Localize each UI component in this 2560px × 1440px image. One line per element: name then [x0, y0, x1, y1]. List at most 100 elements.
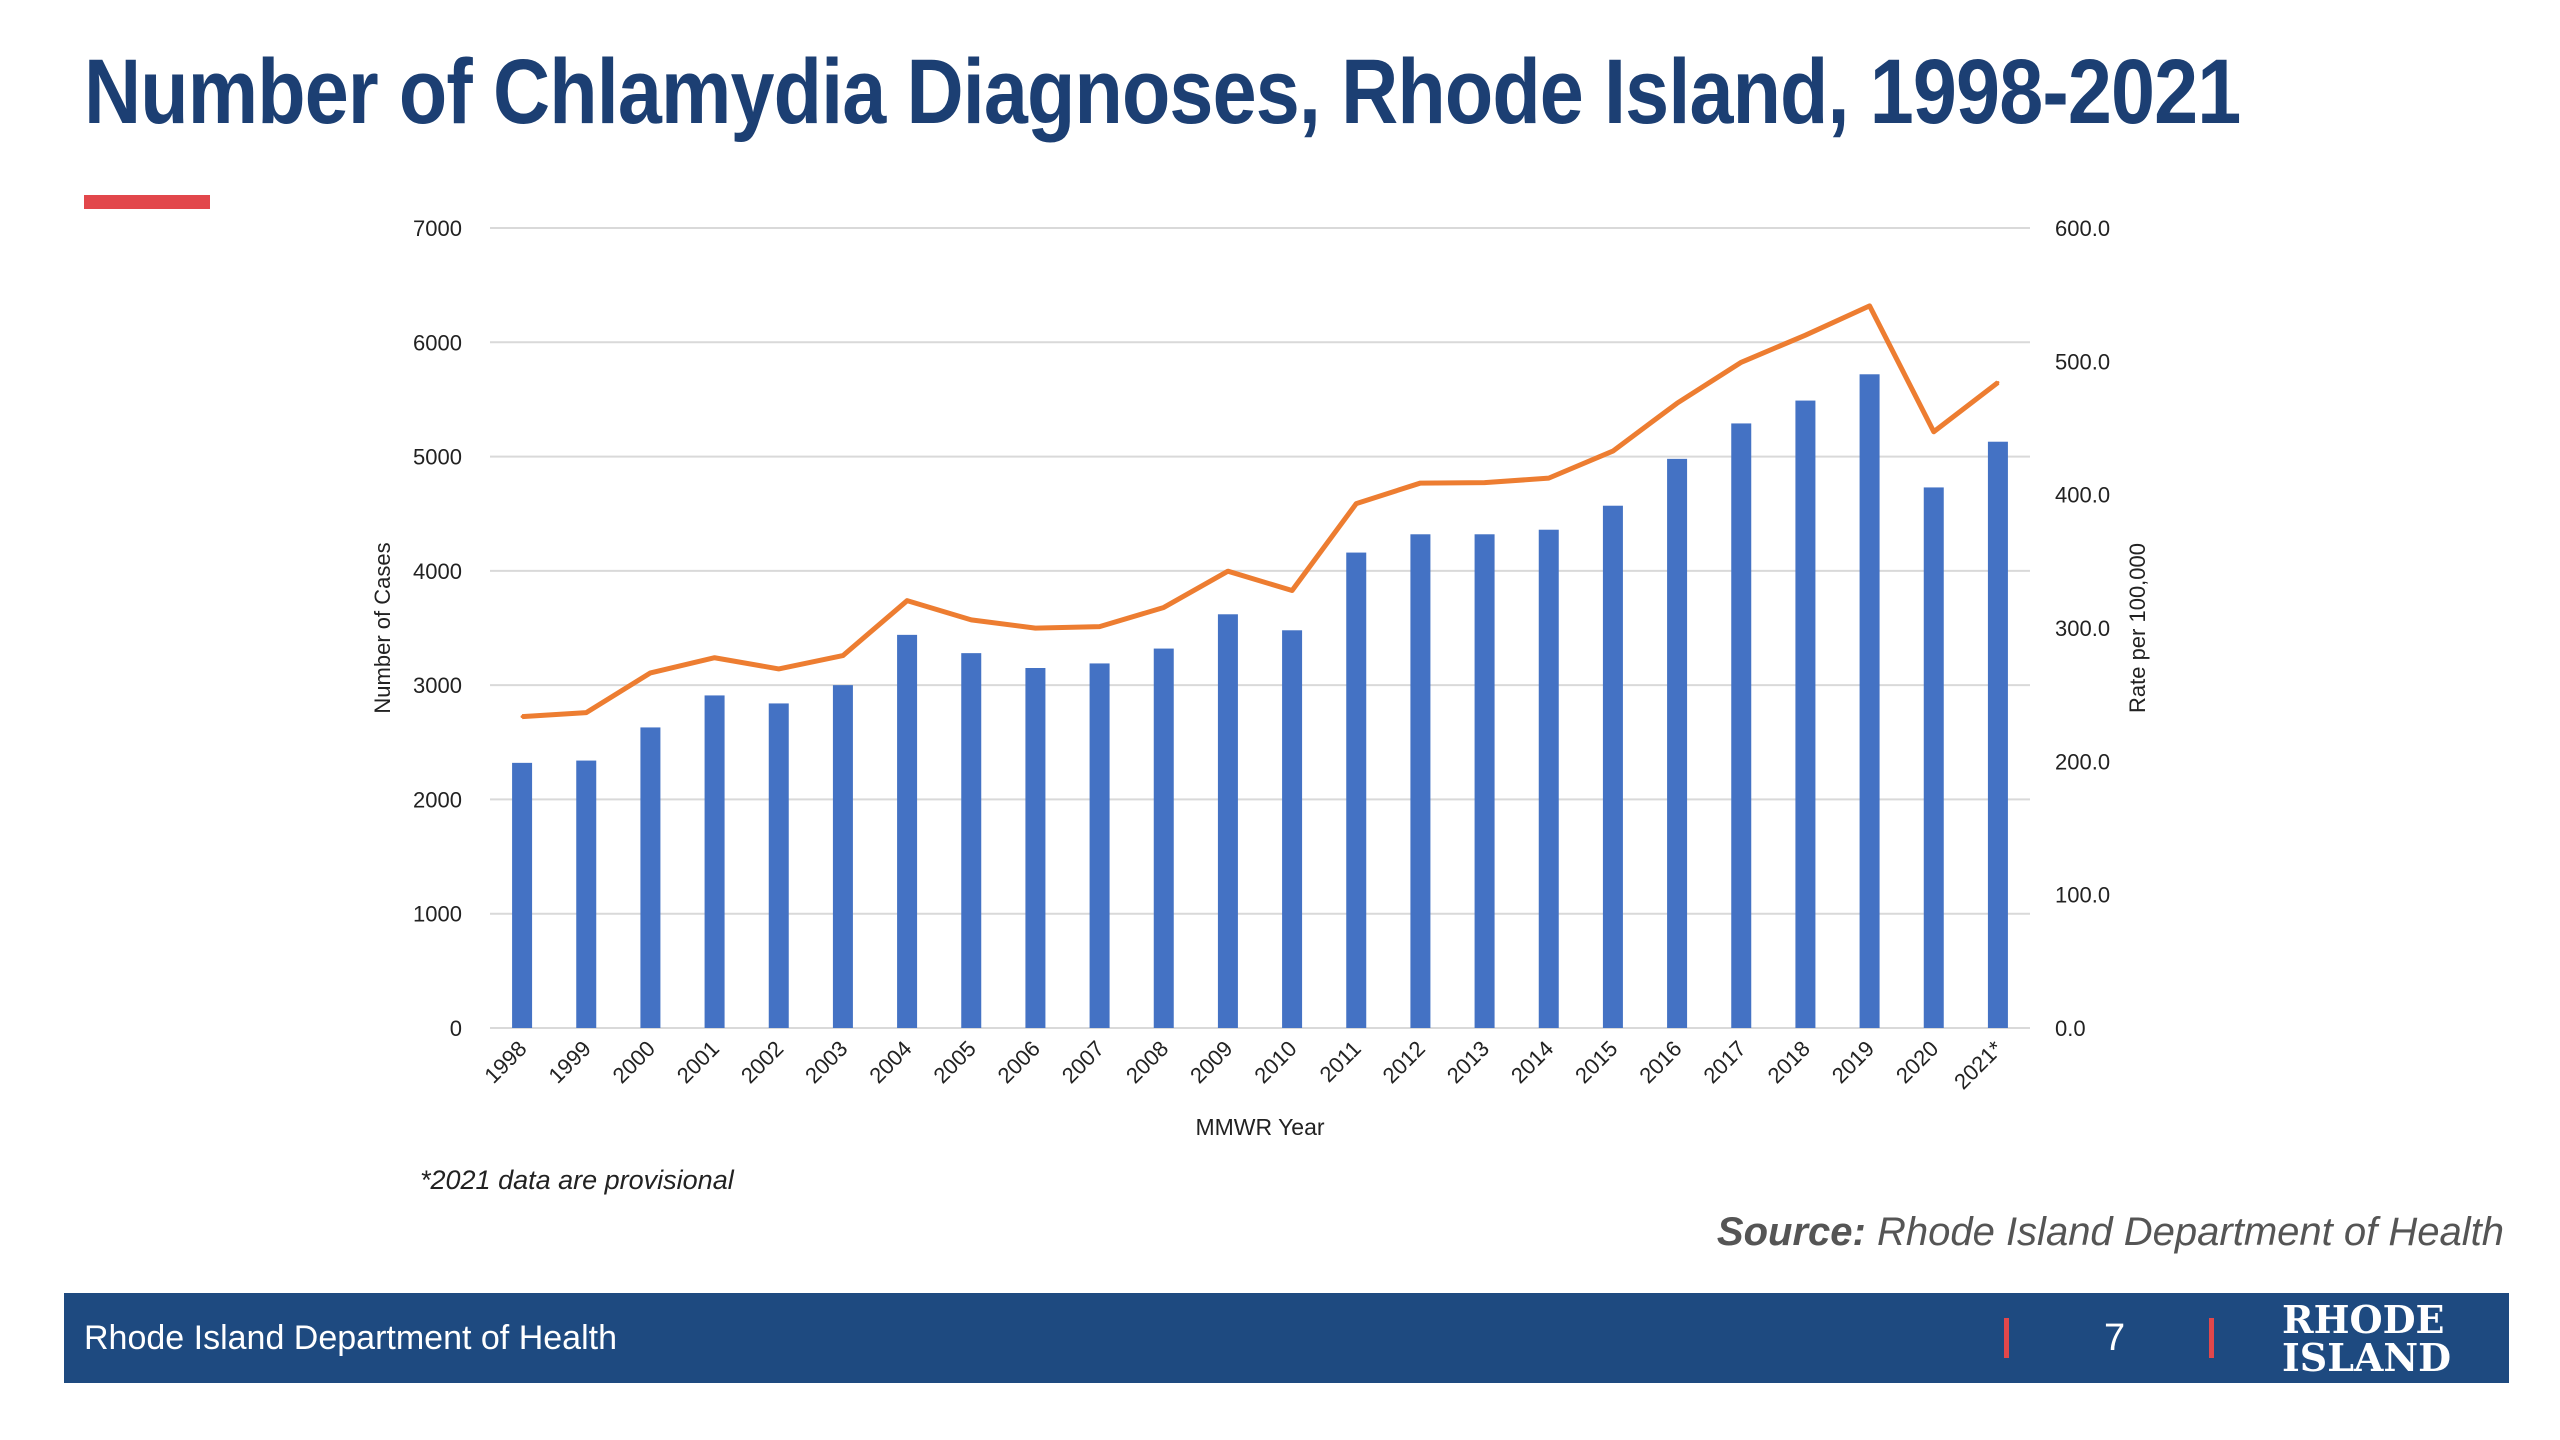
- bar: [1282, 630, 1303, 1028]
- rate-line: [521, 303, 2000, 720]
- bar: [832, 685, 853, 1028]
- bar: [576, 760, 597, 1028]
- rate-point: [1547, 476, 1551, 480]
- bar: [640, 727, 661, 1028]
- x-tick: 2020: [1891, 1036, 1943, 1088]
- y-tick-right: 200.0: [2055, 749, 2110, 774]
- x-tick: 2018: [1763, 1036, 1815, 1088]
- y-tick-right: 500.0: [2055, 349, 2110, 374]
- y-tick-left: 4000: [413, 559, 462, 584]
- rate-point: [713, 656, 717, 660]
- x-tick: 2017: [1698, 1036, 1750, 1088]
- x-tick: 2016: [1634, 1036, 1686, 1088]
- rate-point: [1290, 589, 1294, 593]
- logo-line-1: RHODE: [2282, 1297, 2445, 1342]
- x-tick: 2001: [672, 1036, 724, 1088]
- rate-point: [584, 711, 588, 715]
- rate-point: [1162, 605, 1166, 609]
- rhode-island-logo: RHODE ISLAND: [2282, 1301, 2451, 1377]
- rate-point: [777, 667, 781, 671]
- bar: [1538, 529, 1559, 1028]
- x-tick: 2008: [1121, 1036, 1173, 1088]
- x-tick: 2004: [864, 1036, 916, 1088]
- rate-point: [1996, 381, 2000, 385]
- x-axis-title: MMWR Year: [1195, 1114, 1324, 1140]
- y-tick-right: 600.0: [2055, 216, 2110, 241]
- rate-point: [1098, 625, 1102, 629]
- bar: [1731, 423, 1752, 1028]
- y-tick-left: 2000: [413, 787, 462, 812]
- bar: [961, 653, 982, 1028]
- source-note: Source: Rhode Island Department of Healt…: [1717, 1210, 2504, 1255]
- y-tick-right: 300.0: [2055, 616, 2110, 641]
- bar: [512, 762, 533, 1028]
- rate-point: [1611, 449, 1615, 453]
- footer-org-name: Rhode Island Department of Health: [84, 1319, 617, 1357]
- rate-point: [1739, 360, 1743, 364]
- y-axis-title-right: Rate per 100,000: [2125, 543, 2150, 713]
- rate-point: [1868, 304, 1872, 308]
- rate-point: [520, 715, 524, 719]
- y-tick-left: 7000: [413, 216, 462, 241]
- bar: [1987, 441, 2008, 1028]
- x-tick: 2010: [1249, 1036, 1301, 1088]
- y-tick-right: 0.0: [2055, 1016, 2086, 1041]
- bar: [1153, 648, 1174, 1028]
- footer-bar: Rhode Island Department of Health 7 RHOD…: [64, 1293, 2509, 1383]
- x-tick: 1998: [479, 1036, 531, 1088]
- x-tick: 2011: [1315, 1036, 1366, 1087]
- rate-point: [1675, 401, 1679, 405]
- y-tick-left: 1000: [413, 902, 462, 927]
- bar: [1667, 458, 1688, 1028]
- bar: [1410, 534, 1431, 1028]
- rate-point: [1226, 569, 1230, 573]
- y-axis-title-left: Number of Cases: [370, 542, 395, 713]
- rate-point: [1483, 481, 1487, 485]
- x-tick: 2012: [1378, 1036, 1430, 1088]
- x-tick: 2015: [1570, 1036, 1622, 1088]
- logo-line-2: ISLAND: [2282, 1335, 2452, 1380]
- source-text: Rhode Island Department of Health: [1865, 1210, 2504, 1254]
- x-tick: 2002: [736, 1036, 788, 1088]
- bar: [1217, 614, 1238, 1028]
- rate-point: [1932, 430, 1936, 434]
- provisional-footnote: *2021 data are provisional: [420, 1165, 734, 1195]
- x-tick: 1999: [543, 1036, 595, 1088]
- x-tick: 2006: [993, 1036, 1045, 1088]
- x-tick: 2000: [608, 1036, 660, 1088]
- bar: [1602, 505, 1623, 1028]
- x-tick: 2021*: [1949, 1036, 2008, 1095]
- rate-point: [969, 618, 973, 622]
- x-tick: 2003: [800, 1036, 852, 1088]
- bar: [1346, 552, 1367, 1028]
- bar: [704, 695, 725, 1028]
- bar: [1025, 668, 1046, 1028]
- bar: [1859, 374, 1880, 1028]
- y-tick-left: 6000: [413, 330, 462, 355]
- rate-point: [648, 671, 652, 675]
- y-tick-left: 3000: [413, 673, 462, 698]
- y-tick-right: 100.0: [2055, 883, 2110, 908]
- x-tick: 2007: [1057, 1036, 1109, 1088]
- bar: [1923, 487, 1944, 1028]
- bar: [897, 634, 918, 1028]
- x-tick: 2019: [1827, 1036, 1879, 1088]
- x-tick: 2005: [928, 1036, 980, 1088]
- bar: [1089, 663, 1110, 1028]
- x-tick: 2009: [1185, 1036, 1237, 1088]
- bar: [1795, 400, 1816, 1029]
- y-tick-left: 0: [450, 1016, 462, 1041]
- footer-divider-left: [2004, 1318, 2009, 1358]
- x-tick: 2013: [1442, 1036, 1494, 1088]
- rate-point: [1418, 481, 1422, 485]
- page-number: 7: [2104, 1317, 2126, 1359]
- rate-point: [1803, 333, 1807, 337]
- y-tick-right: 400.0: [2055, 483, 2110, 508]
- source-label: Source:: [1716, 1210, 1866, 1254]
- x-tick: 2014: [1506, 1036, 1558, 1088]
- title-accent-bar: [84, 195, 210, 209]
- rate-point: [905, 599, 909, 603]
- bar: [1474, 534, 1495, 1028]
- rate-point: [841, 654, 845, 658]
- rate-point: [1354, 502, 1358, 506]
